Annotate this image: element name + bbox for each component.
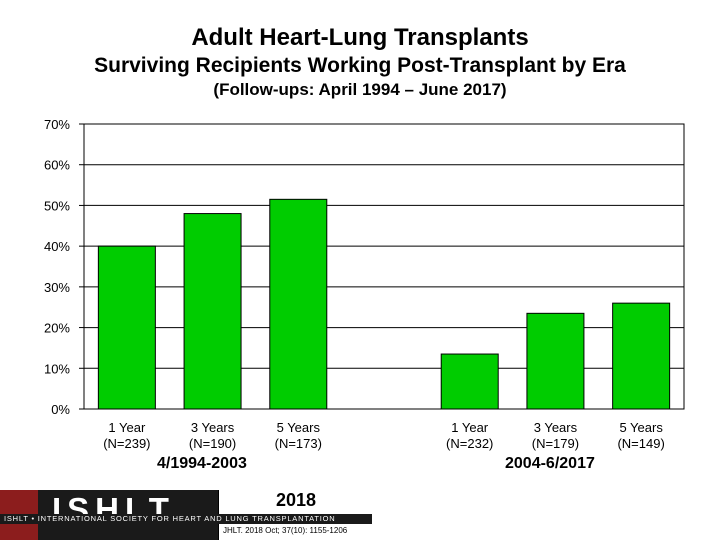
x-tick-label: 3 Years [534, 420, 578, 435]
era-label-1: 4/1994-2003 [157, 455, 247, 472]
bar [183, 213, 242, 410]
x-tick-n-label: (N=149) [617, 436, 664, 451]
y-tick-label: 30% [44, 280, 70, 295]
plot-area [83, 123, 685, 410]
x-tick-n-label: (N=173) [275, 436, 322, 451]
era-label-2: 2004-6/2017 [505, 455, 595, 472]
bar [612, 302, 671, 410]
x-tick-label: 5 Years [619, 420, 663, 435]
bar-chart: 0%10%20%30%40%50%60%70%1 Year(N=239)3 Ye… [44, 117, 685, 451]
ishlt-footer: ISHLT ISHLT • INTERNATIONAL SOCIETY FOR … [0, 490, 373, 540]
y-tick-label: 60% [44, 158, 70, 173]
x-tick-n-label: (N=232) [446, 436, 493, 451]
y-tick-label: 40% [44, 239, 70, 254]
org-name: ISHLT • INTERNATIONAL SOCIETY FOR HEART … [0, 514, 372, 524]
bar [526, 312, 585, 410]
y-tick-label: 70% [44, 117, 70, 132]
citation: JHLT. 2018 Oct; 37(10): 1155-1206 [223, 526, 348, 535]
y-tick-label: 0% [51, 402, 70, 417]
chart-title: Adult Heart-Lung Transplants [191, 24, 529, 51]
x-tick-n-label: (N=179) [532, 436, 579, 451]
year-box: 2018 [218, 490, 373, 514]
x-tick-label: 1 Year [108, 420, 146, 435]
y-tick-label: 20% [44, 321, 70, 336]
chart-note: (Follow-ups: April 1994 – June 2017) [213, 80, 507, 99]
x-tick-label: 5 Years [277, 420, 321, 435]
citation-box: JHLT. 2018 Oct; 37(10): 1155-1206 [218, 524, 373, 540]
x-tick-n-label: (N=239) [103, 436, 150, 451]
x-tick-label: 1 Year [451, 420, 489, 435]
bar [440, 353, 499, 410]
bar [269, 198, 328, 410]
bar [97, 245, 156, 410]
x-tick-label: 3 Years [191, 420, 235, 435]
report-year: 2018 [275, 490, 317, 510]
y-tick-label: 50% [44, 198, 70, 213]
y-tick-label: 10% [44, 361, 70, 376]
chart-subtitle: Surviving Recipients Working Post-Transp… [94, 54, 626, 77]
x-tick-n-label: (N=190) [189, 436, 236, 451]
